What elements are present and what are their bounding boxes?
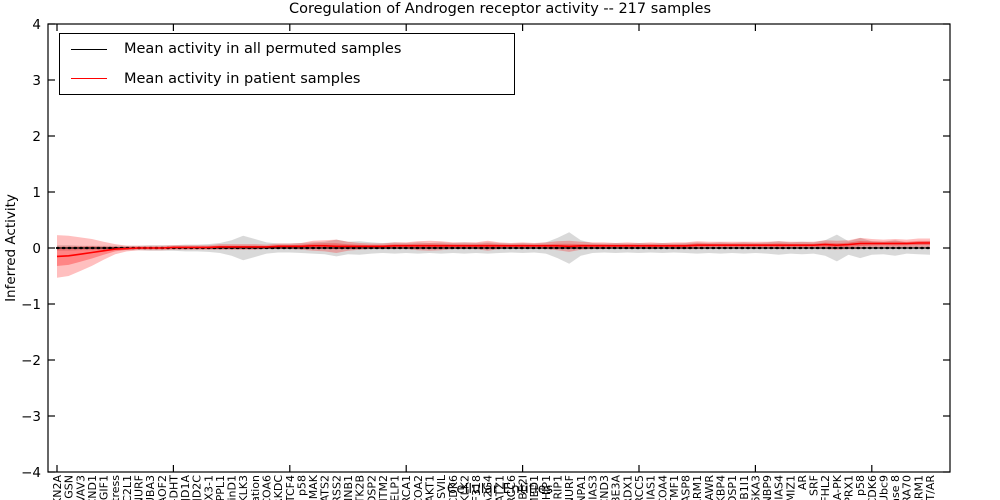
x-category-label: GSN xyxy=(63,475,76,499)
x-category-label: CARM1 xyxy=(691,475,704,500)
x-category-label: T-DHT/AR xyxy=(924,475,937,500)
x-axis-label: Cellular Entities xyxy=(446,481,554,497)
legend-line-black xyxy=(71,48,107,50)
x-category-label: T-DHT/AR/CDK6 xyxy=(866,475,879,500)
legend: Mean activity in all permuted samples Me… xyxy=(59,33,515,95)
x-category-label: HNRNPA1 xyxy=(575,475,588,500)
x-category-label: CTNNB1 xyxy=(342,475,355,500)
legend-line-red xyxy=(71,78,107,80)
x-category-label: PRDX1 xyxy=(621,475,634,500)
x-category-label: SVIL xyxy=(435,474,448,499)
x-category-label: ZNF318 xyxy=(470,475,483,500)
y-tick-label: −2 xyxy=(21,353,41,369)
y-tick-label: −4 xyxy=(21,465,41,481)
x-category-label: HIP1 xyxy=(540,475,553,500)
legend-label: Mean activity in all permuted samples xyxy=(124,41,402,58)
x-category-label: FHL2 xyxy=(819,475,832,500)
x-category-label: TGFB1I1 xyxy=(738,475,751,500)
x-category-label: T-DHT/AR/SNURF xyxy=(563,475,576,500)
chart-title: Coregulation of Androgen receptor activi… xyxy=(288,1,712,17)
x-category-label: ZMIZ1 xyxy=(784,475,797,500)
x-category-label: PRKDC xyxy=(272,475,285,500)
x-category-label: T-DHT/AR/Cyclin D3/CDK11 p58 xyxy=(854,475,867,500)
x-category-label: XRCC6 xyxy=(505,475,518,500)
x-category-label: T-DHT/AR/PRX1 xyxy=(843,475,856,500)
x-category-label: TGIF1 xyxy=(98,475,111,500)
y-tick-label: 3 xyxy=(32,73,41,89)
x-category-label: AR xyxy=(796,475,809,491)
x-category-label: RANBP9 xyxy=(761,475,774,500)
x-category-label: response to oxidative stress xyxy=(109,475,122,500)
x-category-label: RPS6KA3 xyxy=(749,475,762,500)
x-category-label: PTK2B xyxy=(354,475,367,500)
x-category-label: NCOA4 xyxy=(656,475,669,500)
x-category-label: PIAS1 xyxy=(645,475,658,500)
patient-std-band xyxy=(57,235,930,278)
x-category-label: JMJD1A xyxy=(179,475,192,500)
x-category-label: mol:T-DHT xyxy=(167,475,180,500)
x-category-label: UBE2I xyxy=(517,475,530,500)
x-category-label: CASP8 xyxy=(680,475,693,500)
y-tick-label: 0 xyxy=(32,241,41,257)
x-category-label: AOF2 xyxy=(156,475,169,500)
y-tick-label: 2 xyxy=(32,129,41,145)
x-category-label: TMPRSS2 xyxy=(330,475,343,500)
legend-label: Mean activity in patient samples xyxy=(124,70,361,87)
legend-item-patient: Mean activity in patient samples xyxy=(60,65,514,93)
x-category-label: T-DHT/AR/Ubc9 xyxy=(877,475,890,500)
x-category-label: NKX3-1 xyxy=(202,475,215,500)
x-category-label: CDKN2A xyxy=(51,475,64,500)
x-category-label: MAK xyxy=(307,474,320,499)
y-tick-label: −1 xyxy=(21,297,41,313)
x-category-label: T-DHT/AR/TIF2/CARM1 xyxy=(912,475,925,500)
x-category-label: APPL1 xyxy=(214,475,227,500)
x-category-label: LATS2 xyxy=(319,475,332,500)
x-category-label: PAWR xyxy=(703,475,716,500)
x-category-label: JMJD2C xyxy=(191,475,204,500)
x-category-label: SNURF xyxy=(133,475,146,500)
x-category-label: T-DHT/AR/ARA70 xyxy=(901,475,914,500)
x-category-label: CCND1 xyxy=(86,475,99,500)
x-category-label: CTDSP2 xyxy=(365,475,378,500)
x-category-label: KLK2 xyxy=(458,475,471,500)
x-category-label: TCF4 xyxy=(284,475,297,500)
y-tick-label: 4 xyxy=(32,17,41,33)
x-category-label: PIAS4 xyxy=(773,475,786,500)
x-category-label: MED1 xyxy=(528,475,541,500)
x-category-label: CTDSP1 xyxy=(726,475,739,500)
x-category-label: SRF xyxy=(808,475,821,496)
x-category-label: TMF1 xyxy=(668,475,681,500)
legend-item-permuted: Mean activity in all permuted samples xyxy=(60,35,514,63)
x-category-label: PIAS3 xyxy=(586,475,599,500)
x-category-label: Cyclin D3/CDK11 p58 xyxy=(295,475,308,500)
x-category-label: PATZ1 xyxy=(493,475,506,500)
x-category-label: T-DHT/AR/Caspase 8 xyxy=(889,475,902,500)
y-axis-label: Inferred Activity xyxy=(3,194,19,302)
x-category-label: DNA-PK xyxy=(831,474,844,500)
x-category-label: CMTM2 xyxy=(377,475,390,500)
x-category-label: VAV3 xyxy=(74,475,87,500)
x-category-label: BRCA1 xyxy=(400,475,413,500)
x-category-label: cell proliferation xyxy=(249,475,262,500)
x-category-label: NRIP1 xyxy=(552,475,565,500)
x-category-label: PELP1 xyxy=(389,475,402,500)
x-category-label: UBA3 xyxy=(144,475,157,500)
x-category-label: CDC2L1 xyxy=(121,475,134,500)
x-category-label: KLK3 xyxy=(237,475,250,500)
x-category-label: CDK6 xyxy=(447,475,460,500)
y-tick-label: 1 xyxy=(32,185,41,201)
x-category-label: NCOA2 xyxy=(412,475,425,500)
x-category-label: CCND3 xyxy=(598,475,611,500)
x-category-label: XRCC5 xyxy=(633,475,646,500)
x-category-label: NCOA6 xyxy=(261,475,274,500)
x-category-label: UBE3A xyxy=(610,475,623,500)
x-category-label: PA2G4 xyxy=(482,475,495,500)
x-category-label: T-DHT/AR/CyclinD1 xyxy=(226,475,239,500)
patient-mean-line xyxy=(56,242,930,258)
x-category-label: AKT1 xyxy=(424,475,437,500)
y-tick-label: −3 xyxy=(21,409,41,425)
x-category-label: FKBP4 xyxy=(715,475,728,500)
